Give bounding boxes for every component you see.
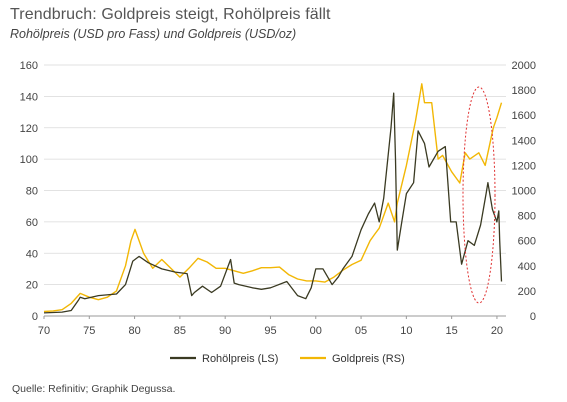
y-left-tick-label: 140	[20, 91, 38, 103]
x-tick-label: 20	[491, 325, 503, 337]
y-left-tick-label: 120	[20, 123, 38, 135]
y-right-tick-label: 1600	[512, 110, 536, 122]
x-tick-label: 85	[174, 325, 186, 337]
y-right-tick-label: 1000	[512, 186, 536, 198]
x-tick-label: 90	[219, 325, 231, 337]
x-tick-label: 95	[264, 325, 276, 337]
x-tick-label: 15	[446, 325, 458, 337]
oil-price-line	[43, 92, 503, 314]
y-right-tick-label: 1800	[512, 85, 536, 97]
x-tick-label: 80	[128, 325, 140, 337]
x-tick-label: 05	[355, 325, 367, 337]
y-left-tick-label: 60	[26, 217, 38, 229]
axes: 0204060801001201401600200400600800100012…	[20, 60, 536, 337]
y-left-tick-label: 100	[20, 154, 38, 166]
x-tick-label: 00	[310, 325, 322, 337]
source-note: Quelle: Refinitiv; Graphik Degussa.	[12, 383, 176, 395]
y-left-tick-label: 40	[26, 248, 38, 260]
y-right-tick-label: 1400	[512, 135, 536, 147]
legend-oil-label: Rohölpreis (LS)	[202, 353, 278, 365]
legend: Rohölpreis (LS) Goldpreis (RS)	[170, 353, 405, 365]
gridlines	[44, 64, 506, 286]
y-left-tick-label: 160	[20, 60, 38, 72]
y-right-tick-label: 0	[530, 311, 536, 323]
chart-subtitle: Rohölpreis (USD pro Fass) und Goldpreis …	[10, 27, 297, 41]
chart-title: Trendbruch: Goldpreis steigt, Rohölpreis…	[10, 6, 331, 23]
highlight-ellipse	[462, 86, 496, 304]
y-right-tick-label: 1200	[512, 160, 536, 172]
legend-gold-label: Goldpreis (RS)	[332, 353, 405, 365]
y-left-tick-label: 0	[32, 311, 38, 323]
y-right-tick-label: 800	[518, 211, 536, 223]
x-tick-label: 70	[38, 325, 50, 337]
gold-price-line	[43, 83, 503, 313]
y-right-tick-label: 600	[518, 236, 536, 248]
y-right-tick-label: 2000	[512, 60, 536, 72]
series-lines	[43, 83, 503, 314]
x-tick-label: 10	[400, 325, 412, 337]
x-tick-label: 75	[83, 325, 95, 337]
y-right-tick-label: 200	[518, 286, 536, 298]
y-left-tick-label: 20	[26, 280, 38, 292]
y-left-tick-label: 80	[26, 186, 38, 198]
y-right-tick-label: 400	[518, 261, 536, 273]
